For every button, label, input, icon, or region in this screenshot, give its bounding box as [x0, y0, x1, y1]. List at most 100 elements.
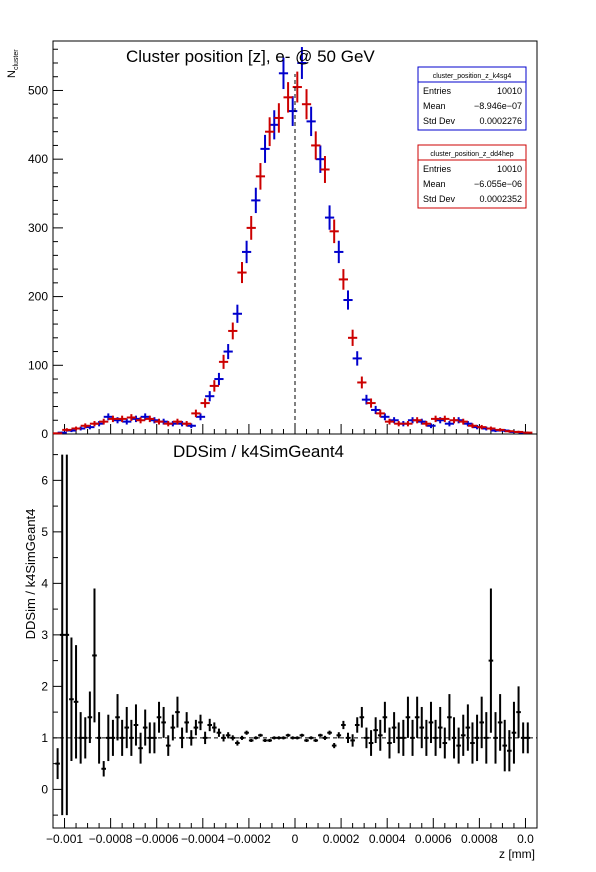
ratio-data-point — [244, 730, 249, 735]
top-data-point — [265, 117, 275, 147]
top-data-point — [357, 376, 367, 389]
top-data-point — [154, 418, 164, 425]
ratio-data-point — [299, 733, 305, 737]
top-data-point — [191, 409, 201, 418]
stat-entries-value: 10010 — [497, 86, 522, 96]
top-data-point — [237, 262, 247, 284]
top-data-point — [246, 215, 256, 240]
ratio-data-point — [285, 733, 291, 737]
ratio-data-point — [368, 730, 374, 756]
ratio-data-point — [313, 738, 319, 742]
top-y-tick-label: 400 — [28, 152, 48, 166]
stat-mean-label: Mean — [423, 179, 446, 189]
top-data-point — [477, 424, 487, 430]
top-data-point — [348, 329, 358, 346]
ratio-data-point — [248, 738, 254, 742]
top-data-point — [126, 414, 136, 421]
ratio-data-point — [442, 727, 448, 759]
ratio-data-point — [69, 637, 74, 762]
top-data-point — [278, 57, 289, 90]
top-data-point — [449, 417, 459, 424]
top-data-point — [80, 423, 90, 429]
ratio-data-point — [59, 454, 65, 816]
bottom-chart-title: DDSim / k4SimGeant4 — [173, 442, 344, 461]
top-y-axis-label: Ncluster — [6, 49, 20, 78]
bottom-y-tick-label: 6 — [41, 473, 48, 487]
stat-entries-label: Entries — [423, 86, 452, 96]
ratio-data-point — [318, 733, 323, 737]
top-y-tick-label: 500 — [28, 83, 48, 97]
top-data-point — [306, 106, 316, 137]
stat-stddev-value: 0.0002352 — [479, 194, 522, 204]
ratio-data-point — [235, 740, 240, 746]
top-data-point — [195, 413, 206, 421]
bottom-y-tick-label: 4 — [41, 576, 48, 590]
ratio-data-point — [142, 709, 148, 746]
ratio-data-point — [391, 712, 397, 744]
stat-entries-value: 10010 — [497, 164, 522, 174]
ratio-data-point — [336, 732, 342, 739]
top-data-point — [108, 415, 118, 423]
ratio-data-point — [470, 722, 475, 764]
ratio-data-point — [124, 706, 130, 749]
ratio-data-point — [92, 588, 97, 723]
stat-box-k4sg4: cluster_position_z_k4sg4 Entries 10010 M… — [417, 66, 527, 131]
top-data-point — [486, 426, 496, 431]
ratio-data-point — [354, 717, 360, 733]
x-tick-label: −0.0004 — [181, 832, 225, 846]
x-tick-label: 0.0008 — [461, 832, 498, 846]
bottom-y-tick-label: 2 — [41, 679, 48, 693]
ratio-data-point — [156, 701, 162, 733]
ratio-data-point — [262, 738, 268, 742]
top-chart-title: Cluster position [z], e- @ 50 GeV — [126, 47, 375, 66]
ratio-data-point — [101, 761, 107, 777]
top-data-point — [421, 421, 431, 427]
ratio-data-point — [115, 694, 120, 741]
top-data-point — [334, 240, 344, 264]
x-tick-label: 0.0002 — [323, 832, 360, 846]
ratio-data-point — [64, 454, 70, 816]
ratio-data-point — [304, 738, 309, 742]
top-data-point — [523, 431, 533, 434]
ratio-data-point — [165, 735, 171, 756]
ratio-data-point — [225, 732, 231, 739]
stat-box-dd4hep-title: cluster_position_z_dd4hep — [430, 151, 513, 158]
ratio-data-point — [373, 717, 378, 744]
top-data-point — [163, 421, 173, 427]
top-data-point — [214, 372, 224, 386]
x-tick-label: −0.001 — [46, 832, 83, 846]
top-data-point — [375, 409, 385, 418]
ratio-data-point — [161, 706, 166, 738]
top-data-point — [338, 269, 349, 290]
ratio-data-point — [377, 719, 383, 751]
ratio-data-point — [341, 720, 346, 730]
ratio-data-point — [405, 696, 411, 738]
top-data-point — [251, 187, 261, 214]
x-tick-label: −0.0002 — [227, 832, 271, 846]
top-data-point — [403, 421, 413, 427]
top-series-group — [53, 47, 533, 435]
ratio-data-point — [497, 694, 503, 751]
ratio-data-point — [488, 588, 494, 733]
top-data-point — [352, 351, 362, 366]
ratio-data-point — [507, 730, 512, 772]
x-tick-label: 0 — [292, 832, 299, 846]
ratio-data-point — [465, 704, 471, 751]
top-data-point — [200, 398, 210, 408]
ratio-data-point — [175, 696, 180, 728]
top-data-point — [182, 421, 192, 427]
top-data-point — [232, 304, 242, 323]
top-data-point — [260, 134, 270, 163]
ratio-data-point — [87, 691, 93, 744]
top-data-point — [241, 240, 252, 264]
top-data-point — [444, 421, 455, 427]
stat-mean-value: −8.946e−07 — [474, 101, 522, 111]
top-data-point — [467, 423, 478, 429]
ratio-data-point — [350, 734, 355, 747]
top-data-point — [329, 219, 339, 244]
top-data-point — [297, 47, 307, 79]
top-data-point — [99, 418, 109, 425]
ratio-data-point — [437, 706, 443, 749]
ratio-data-point — [198, 714, 203, 731]
